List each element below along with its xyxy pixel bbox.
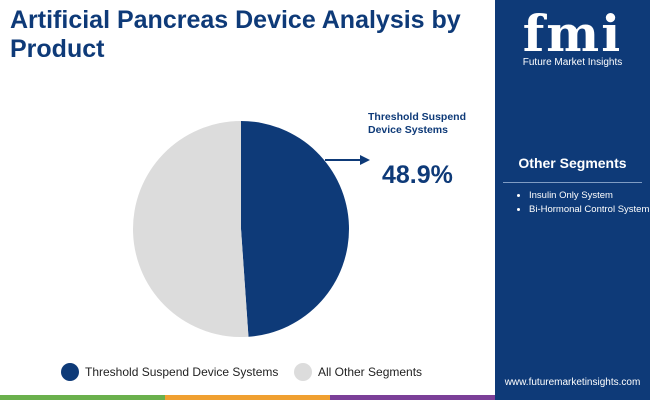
value-label: 48.9%	[382, 161, 453, 189]
segment-item: Bi-Hormonal Control System	[529, 204, 650, 216]
pie-slice	[132, 121, 249, 338]
annotation-box: Threshold Suspend Device Systems	[368, 111, 467, 136]
pie-slice	[241, 121, 349, 337]
segment-item: Insulin Only System	[529, 190, 650, 202]
footer-stripe	[330, 395, 495, 400]
brand-name: Future Market Insights	[522, 57, 623, 68]
legend-label: Threshold Suspend Device Systems	[85, 365, 278, 379]
website: www.futuremarketinsights.com	[504, 377, 641, 388]
sidebar: fmi Future Market Insights Other Segment…	[495, 0, 650, 400]
divider	[503, 182, 642, 183]
footer-stripe	[0, 395, 165, 400]
legend-swatch	[61, 363, 79, 381]
legend-label: All Other Segments	[318, 365, 422, 379]
arrow-head	[360, 155, 370, 165]
logo: fmi	[522, 4, 623, 63]
annotation-label: Threshold Suspend Device Systems	[368, 111, 467, 136]
legend-swatch	[294, 363, 312, 381]
sidebar-heading: Other Segments	[518, 155, 627, 171]
segment-list: Insulin Only System Bi-Hormonal Control …	[499, 190, 650, 218]
footer-stripe	[165, 395, 330, 400]
chart-title: Artificial Pancreas Device Analysis by P…	[10, 6, 461, 63]
